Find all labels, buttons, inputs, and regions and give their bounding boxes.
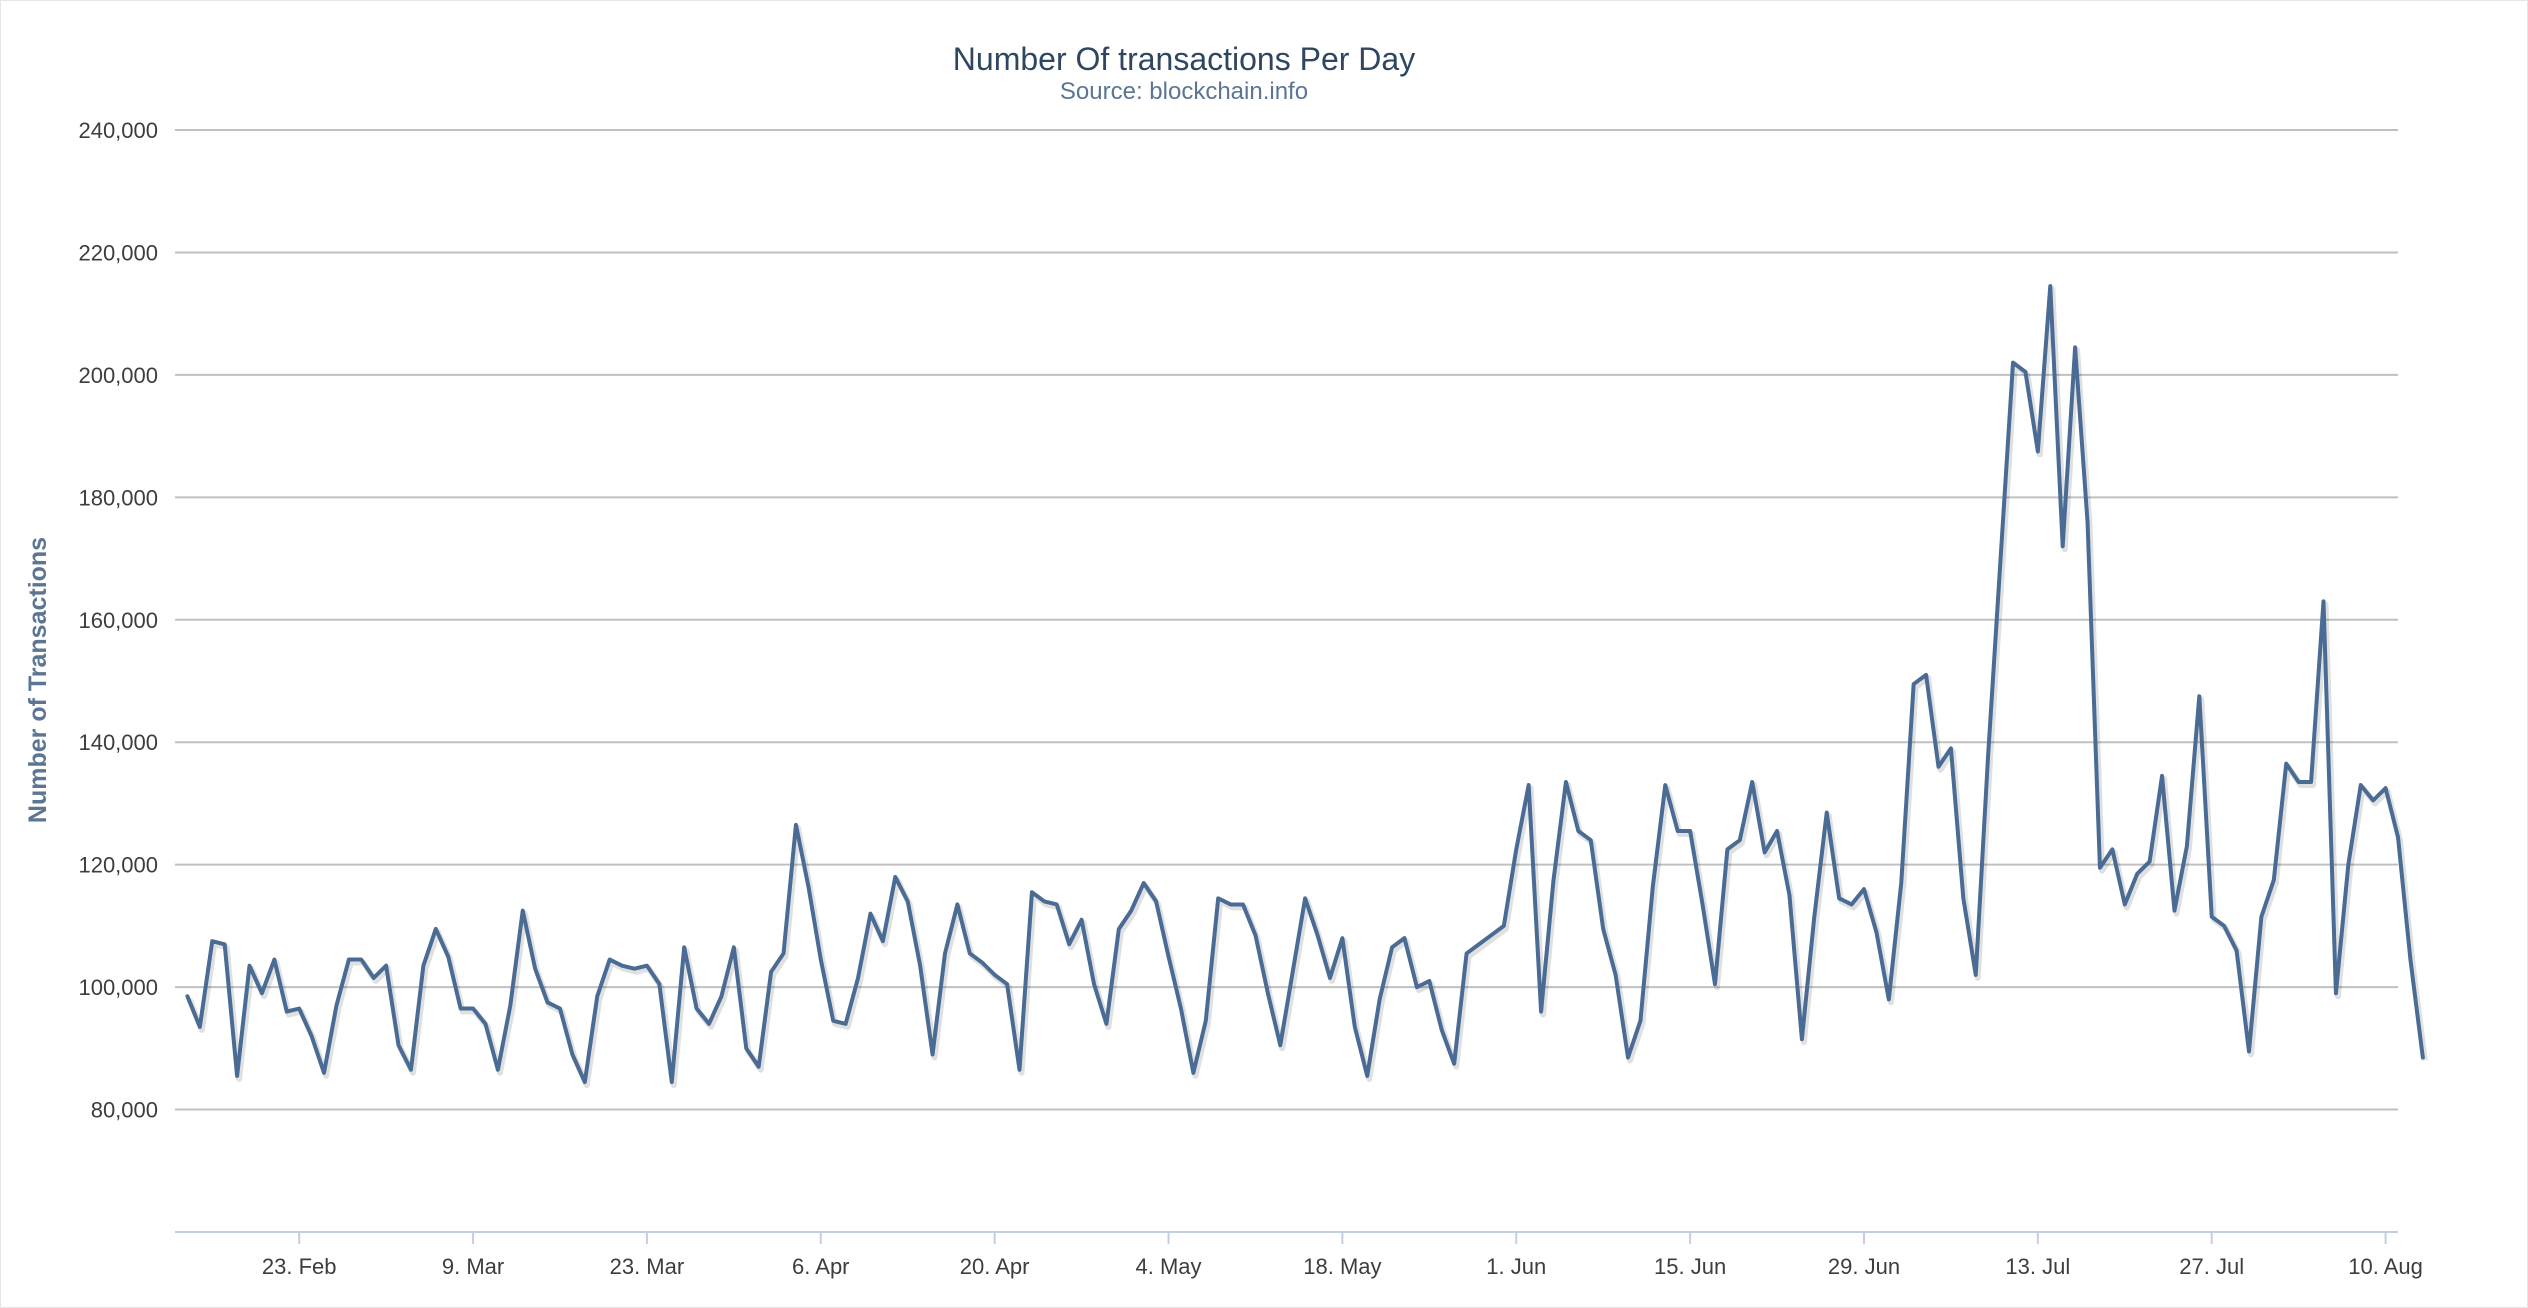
x-axis: 23. Feb 9. Mar 23. Mar 6. Apr 20. Apr 4. May 1… <box>175 1231 2423 1279</box>
x-tick-label: 1. Jun <box>1486 1254 1546 1279</box>
x-tick-label: 23. Feb <box>262 1254 337 1279</box>
y-tick-label: 140,000 <box>78 730 158 755</box>
y-tick-label: 80,000 <box>91 1098 158 1123</box>
y-tick-label: 200,000 <box>78 363 158 388</box>
series-line-shadow <box>186 286 2428 1089</box>
x-tick-label: 6. Apr <box>792 1254 849 1279</box>
chart-subtitle: Source: blockchain.info <box>1060 78 1308 105</box>
y-axis-label: Number of Transactions <box>24 537 52 823</box>
x-tick-label: 27. Jul <box>2179 1254 2244 1279</box>
series-layer <box>185 284 2428 1089</box>
chart-title: Number Of transactions Per Day <box>953 41 1415 77</box>
x-tick-label: 10. Aug <box>2348 1254 2423 1279</box>
x-tick-label: 20. Apr <box>960 1254 1030 1279</box>
series-line <box>185 284 2425 1085</box>
y-axis-ticks: 80,000 100,000 120,000 140,000 160,000 180,00… <box>78 118 158 1123</box>
y-tick-label: 180,000 <box>78 485 158 510</box>
x-tick-label: 29. Jun <box>1828 1254 1900 1279</box>
x-tick-label: 4. May <box>1136 1254 1202 1279</box>
y-tick-label: 120,000 <box>78 853 158 878</box>
y-tick-label: 220,000 <box>78 240 158 265</box>
x-tick-label: 9. Mar <box>442 1254 504 1279</box>
y-tick-label: 100,000 <box>78 975 158 1000</box>
x-tick-label: 23. Mar <box>610 1254 685 1279</box>
x-tick-label: 13. Jul <box>2005 1254 2070 1279</box>
y-tick-label: 160,000 <box>78 608 158 633</box>
x-tick-label: 15. Jun <box>1654 1254 1726 1279</box>
y-tick-label: 240,000 <box>78 118 158 143</box>
x-tick-label: 18. May <box>1303 1254 1381 1279</box>
gridlines <box>175 129 2398 1111</box>
